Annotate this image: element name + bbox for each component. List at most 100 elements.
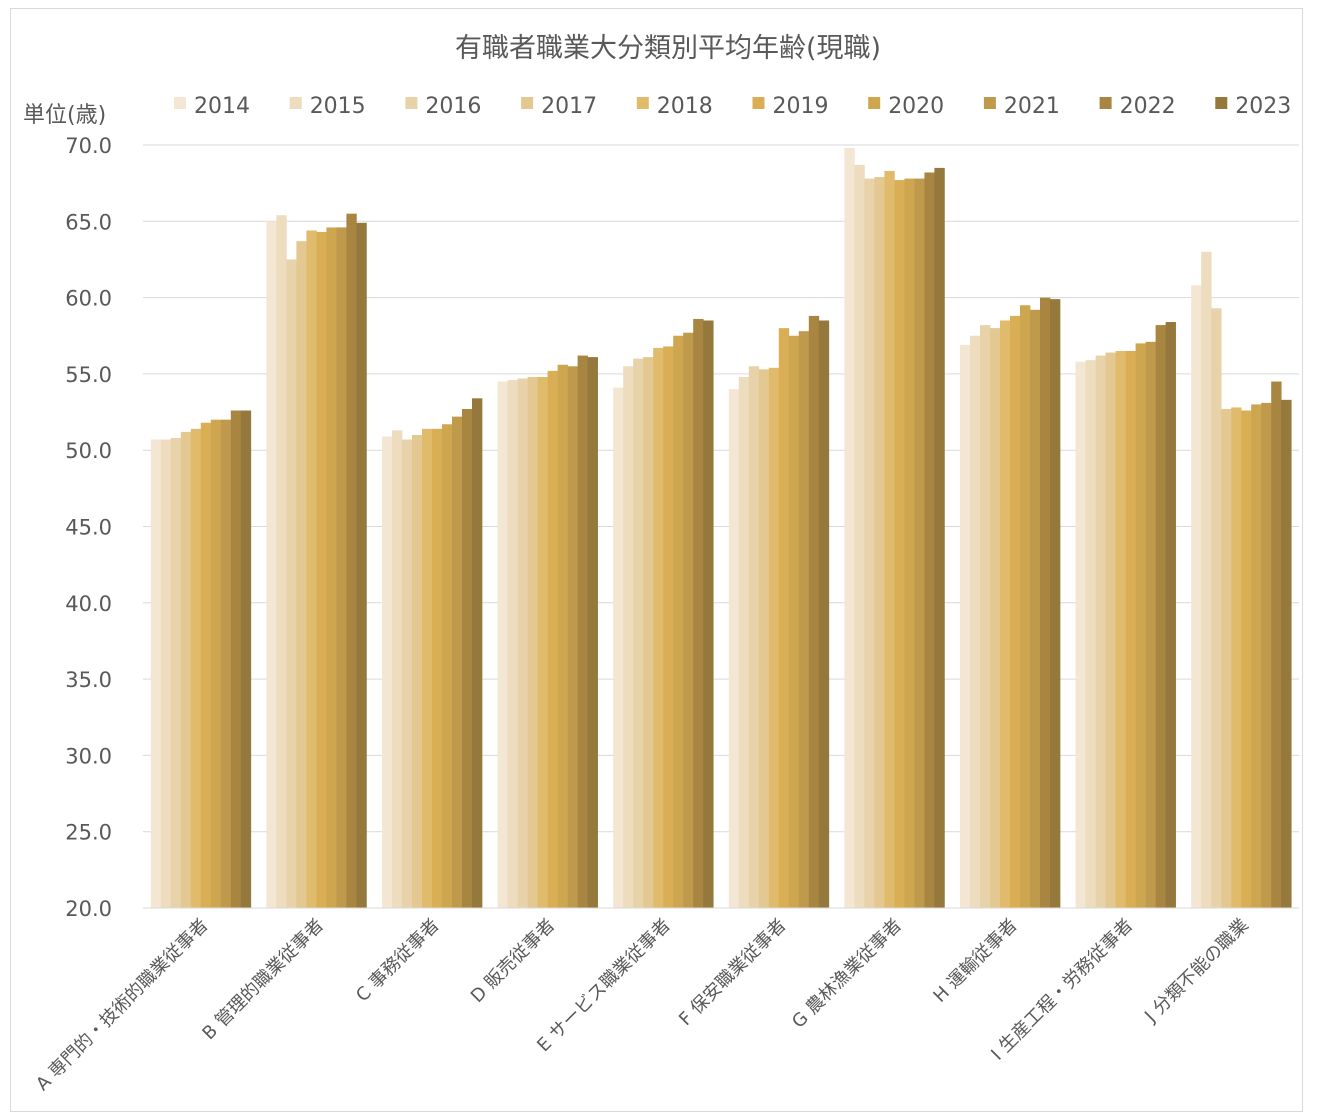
- bar: [180, 431, 192, 908]
- legend-swatch-2023: [1215, 97, 1228, 109]
- y-tick-label: 65.0: [65, 210, 112, 234]
- y-tick-label: 55.0: [65, 363, 112, 387]
- bar: [1020, 305, 1031, 909]
- bar: [798, 331, 810, 908]
- bar: [663, 346, 674, 908]
- legend-label-2017: 2017: [541, 94, 597, 119]
- bar: [788, 335, 800, 908]
- legend-swatch-2020: [868, 97, 881, 109]
- bar: [1281, 399, 1292, 908]
- bar: [683, 332, 694, 908]
- legend-label-2018: 2018: [657, 94, 713, 119]
- bar: [1000, 320, 1011, 908]
- legend-label-2022: 2022: [1120, 94, 1176, 119]
- legend-swatch-2015: [289, 97, 302, 109]
- bar: [1135, 343, 1146, 908]
- y-axis: 20.0 25.0 30.0 35.0 40.0 45.0 50.0 55.0 60.0 65.0…: [65, 134, 112, 921]
- bar: [412, 434, 423, 908]
- x-category-label: F 保安職業従事者: [675, 915, 790, 1030]
- bar: [442, 424, 453, 908]
- bar: [286, 259, 297, 908]
- bar: [673, 335, 684, 908]
- bar: [728, 389, 740, 908]
- bar: [884, 170, 895, 908]
- bar: [517, 378, 528, 909]
- x-category-label: B 管理的職業従事者: [198, 915, 327, 1044]
- bar: [990, 328, 1001, 908]
- bar: [392, 430, 403, 908]
- bar: [150, 439, 162, 908]
- bar: [382, 436, 393, 908]
- legend-label-2021: 2021: [1004, 94, 1060, 119]
- chart-svg: 有職者職業大分類別平均年齢(現職) 単位(歳) 2014 2015 2016 2017…: [23, 33, 1299, 1095]
- bar: [1241, 410, 1252, 908]
- legend-label-2016: 2016: [425, 94, 481, 119]
- bar: [808, 315, 820, 908]
- y-tick-label: 50.0: [65, 439, 112, 463]
- bar: [1095, 355, 1106, 909]
- bar: [653, 347, 664, 909]
- bar: [874, 177, 885, 909]
- bar: [190, 428, 202, 908]
- x-category-label: J 分類不能の職業: [1140, 915, 1252, 1027]
- bar: [1231, 407, 1242, 908]
- bar: [1201, 251, 1212, 908]
- bar: [1040, 297, 1051, 909]
- bar: [577, 355, 588, 909]
- bar: [587, 357, 598, 908]
- bar: [934, 167, 945, 908]
- legend-swatch-2022: [1099, 97, 1112, 109]
- bar: [1221, 409, 1232, 908]
- legend-swatch-2014: [174, 97, 186, 109]
- bar: [633, 358, 644, 908]
- bar: [452, 416, 463, 908]
- bar: [220, 419, 232, 908]
- bar: [567, 366, 578, 908]
- y-tick-label: 25.0: [65, 821, 112, 845]
- bar: [1271, 381, 1282, 908]
- bar: [326, 227, 337, 908]
- bar: [844, 148, 855, 909]
- y-tick-label: 70.0: [65, 134, 112, 158]
- bar: [356, 222, 367, 908]
- bar: [402, 439, 413, 908]
- bar: [980, 325, 991, 908]
- bar: [240, 410, 252, 908]
- bar: [170, 437, 182, 908]
- bar: [1085, 360, 1096, 908]
- bar: [1115, 351, 1126, 908]
- x-category-label: A 専門的・技術的職業従事者: [32, 915, 212, 1095]
- x-category-label: G 農林漁業従事者: [788, 915, 906, 1033]
- bar: [758, 369, 770, 908]
- bars: [150, 148, 1292, 909]
- bar: [160, 439, 172, 908]
- bar: [266, 221, 277, 909]
- legend-label-2020: 2020: [888, 94, 944, 119]
- bar: [1155, 325, 1166, 908]
- bar: [472, 398, 483, 908]
- bar: [1030, 309, 1041, 908]
- bar: [547, 370, 558, 909]
- bar: [924, 172, 935, 909]
- legend-label-2014: 2014: [194, 94, 250, 119]
- chart-frame: 有職者職業大分類別平均年齢(現職) 単位(歳) 2014 2015 2016 2017…: [10, 8, 1303, 1112]
- bar: [200, 422, 212, 908]
- legend-label-2019: 2019: [773, 94, 829, 119]
- bar: [693, 318, 704, 909]
- bar: [557, 364, 568, 908]
- bar: [1165, 322, 1176, 908]
- x-category-label: D 販売従事者: [467, 915, 559, 1007]
- bar: [1145, 341, 1156, 909]
- bar: [276, 215, 287, 908]
- bar: [623, 366, 634, 908]
- bar: [1105, 352, 1116, 908]
- legend-swatch-2019: [752, 97, 765, 109]
- legend-label-2015: 2015: [310, 94, 366, 119]
- bar: [1125, 351, 1136, 908]
- legend: 2014 2015 2016 2017 2018 2019 2020 2021 2022 2023: [174, 94, 1291, 119]
- bar: [1050, 299, 1061, 908]
- y-tick-label: 45.0: [65, 516, 112, 540]
- legend-swatch-2018: [636, 97, 649, 109]
- bar: [818, 320, 830, 908]
- unit-label: 単位(歳): [23, 103, 106, 128]
